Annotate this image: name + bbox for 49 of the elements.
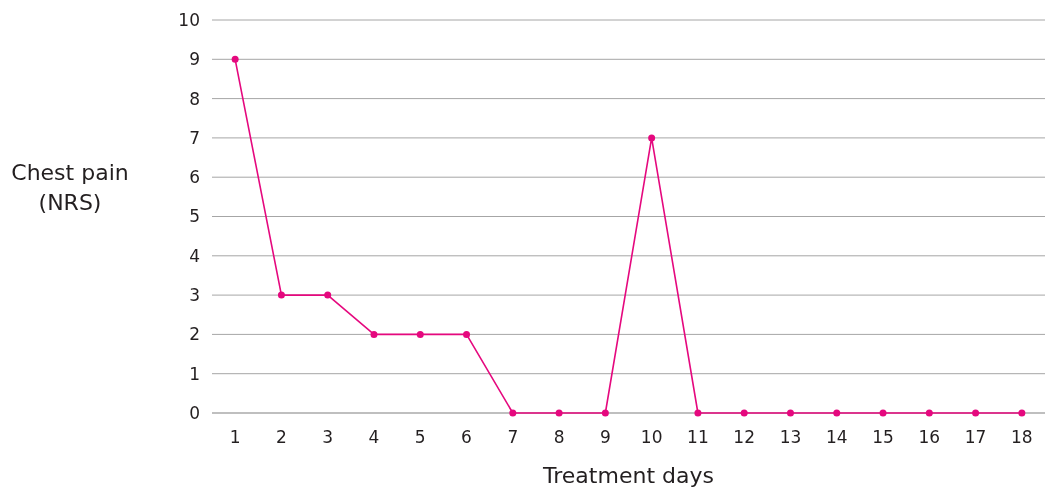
point [833, 409, 841, 417]
x-tick-label: 9 [599, 427, 611, 447]
y-tick-label: 3 [189, 285, 200, 306]
point [740, 409, 748, 417]
point [694, 409, 702, 417]
x-tick-label: 7 [507, 427, 519, 447]
x-tick-label: 5 [414, 427, 426, 447]
y-tick-label: 10 [178, 9, 200, 30]
x-tick-label: 10 [640, 427, 663, 447]
x-tick-label: 14 [825, 427, 848, 447]
x-tick-label: 12 [733, 427, 756, 447]
x-tick-label: 1 [229, 427, 241, 447]
y-tick-label: 4 [189, 245, 200, 266]
point [972, 409, 980, 417]
y-tick-label: 6 [189, 167, 200, 188]
point [463, 330, 471, 338]
x-tick-label: 18 [1011, 427, 1033, 447]
point [925, 409, 933, 417]
point [509, 409, 517, 417]
point [231, 55, 239, 63]
y-tick-label: 7 [189, 127, 200, 148]
point [1018, 409, 1026, 417]
x-tick-label: 2 [276, 427, 287, 447]
x-axis-title: Treatment days [542, 463, 714, 488]
y-tick-label: 5 [189, 206, 200, 227]
x-tick-label: 15 [872, 427, 894, 447]
x-tick-label: 6 [461, 427, 472, 447]
x-tick-label: 17 [964, 427, 987, 447]
point [416, 330, 424, 338]
y-tick-label: 8 [189, 88, 200, 109]
y-tick-label: 0 [189, 402, 200, 423]
x-tick-label: 16 [918, 427, 941, 447]
point [601, 409, 609, 417]
point [555, 409, 563, 417]
x-tick-label: 4 [368, 427, 380, 447]
x-tick-label: 3 [322, 427, 334, 447]
y-axis-title: Chest pain (NRS) [11, 160, 129, 215]
point [648, 134, 656, 142]
x-tick-label: 11 [687, 427, 709, 447]
y-tick-label: 2 [189, 324, 200, 345]
point [324, 291, 332, 299]
point [879, 409, 887, 417]
x-tick-label: 8 [553, 427, 565, 447]
point [786, 409, 794, 417]
y-tick-label: 9 [189, 49, 200, 70]
x-tick-label: 13 [779, 427, 802, 447]
point [277, 291, 285, 299]
y-tick-label: 1 [189, 363, 200, 384]
point [370, 330, 378, 338]
